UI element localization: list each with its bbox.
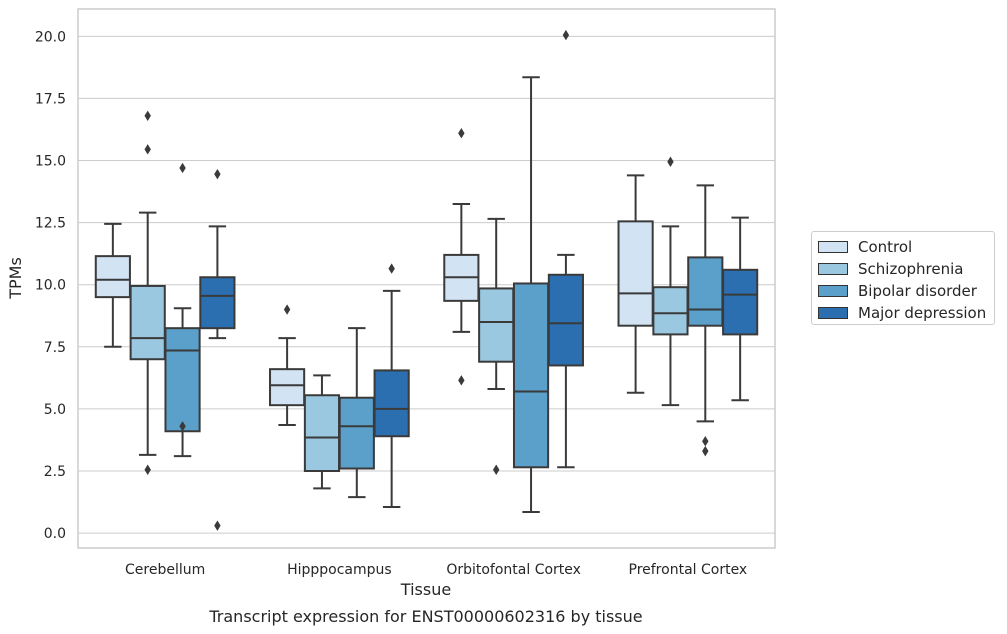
box-body-bipolar-disorder-orbitofontal-cortex <box>512 282 550 469</box>
y-tick-label-17-5: 17.5 <box>35 91 66 107</box>
y-tick-label-12-5: 12.5 <box>35 216 66 232</box>
y-tick-labels: 0.0 2.5 5.0 7.5 10.0 12.5 15.0 17.5 20.0 <box>35 29 66 542</box>
outlier-bipolar-disorder-prefrontal-cortex-1 <box>702 445 709 457</box>
outlier-major-depression-orbitofontal-cortex-0 <box>562 29 570 41</box>
y-axis-label: TPMs <box>6 257 25 300</box>
legend-label-bipolar-disorder: Bipolar disorder <box>858 282 977 300</box>
x-tick-label-cerebellum: Cerebellum <box>125 562 205 578</box>
box-body-control-hipppocampus <box>269 368 306 407</box>
boxes <box>94 29 759 531</box>
box-major-depression-orbitofontal-cortex <box>547 29 584 469</box>
legend-swatch-bipolar-disorder <box>818 285 848 297</box>
box-control-hipppocampus <box>269 304 306 427</box>
y-tick-label-20-0: 20.0 <box>35 29 66 45</box>
y-tick-label-0-0: 0.0 <box>44 526 66 542</box>
y-tick-label-7-5: 7.5 <box>44 340 66 356</box>
outlier-control-orbitofontal-cortex-1 <box>458 375 465 386</box>
x-tick-label-orbitofontal-cortex: Orbitofontal Cortex <box>446 562 581 578</box>
legend-swatch-schizophrenia <box>818 263 848 275</box>
outlier-schizophrenia-orbitofontal-cortex-0 <box>493 464 500 475</box>
outlier-schizophrenia-cerebellum-1 <box>144 144 151 155</box>
box-bipolar-disorder-hipppocampus <box>338 327 375 499</box>
box-body-schizophrenia-cerebellum <box>129 284 166 361</box>
box-body-major-depression-cerebellum <box>199 276 236 330</box>
x-tick-labels: Cerebellum Hipppocampus Orbitofontal Corte… <box>125 562 747 578</box>
box-body-schizophrenia-prefrontal-cortex <box>652 286 689 336</box>
y-tick-label-10-0: 10.0 <box>35 278 66 294</box>
box-major-depression-cerebellum <box>199 168 236 531</box>
box-body-bipolar-disorder-hipppocampus <box>338 396 375 470</box>
outlier-bipolar-disorder-cerebellum-1 <box>179 421 186 432</box>
legend: Control Schizophrenia Bipolar disorder M… <box>811 231 995 325</box>
legend-item-schizophrenia: Schizophrenia <box>818 258 988 280</box>
box-bipolar-disorder-cerebellum <box>164 162 201 458</box>
box-schizophrenia-orbitofontal-cortex <box>478 217 515 475</box>
y-tick-label-15-0: 15.0 <box>35 154 66 170</box>
legend-label-major-depression: Major depression <box>858 304 987 322</box>
legend-swatch-major-depression <box>818 307 848 319</box>
legend-item-bipolar-disorder: Bipolar disorder <box>818 280 988 302</box>
chart-caption: Transcript expression for ENST0000060231… <box>208 607 642 626</box>
box-body-major-depression-orbitofontal-cortex <box>547 273 584 367</box>
outlier-schizophrenia-prefrontal-cortex-0 <box>667 156 674 167</box>
box-body-major-depression-hipppocampus <box>373 369 410 438</box>
box-major-depression-hipppocampus <box>373 263 410 509</box>
x-tick-label-prefrontal-cortex: Prefrontal Cortex <box>629 562 748 578</box>
box-body-major-depression-prefrontal-cortex <box>722 268 759 336</box>
plot-frame <box>77 8 776 549</box>
box-major-depression-prefrontal-cortex <box>722 216 759 402</box>
y-tick-label-5-0: 5.0 <box>44 402 66 418</box>
legend-label-schizophrenia: Schizophrenia <box>858 260 964 278</box>
outlier-control-hipppocampus-0 <box>283 304 291 315</box>
box-body-control-prefrontal-cortex <box>617 220 654 327</box>
box-schizophrenia-prefrontal-cortex <box>652 156 689 407</box>
box-body-bipolar-disorder-cerebellum <box>164 327 201 433</box>
legend-item-control: Control <box>818 236 988 258</box>
legend-label-control: Control <box>858 238 913 256</box>
box-bipolar-disorder-orbitofontal-cortex <box>512 76 550 513</box>
box-control-cerebellum <box>94 222 131 348</box>
outlier-schizophrenia-cerebellum-0 <box>144 110 151 122</box>
outlier-control-orbitofontal-cortex-0 <box>458 127 465 139</box>
box-body-schizophrenia-hipppocampus <box>303 394 341 473</box>
box-bipolar-disorder-prefrontal-cortex <box>687 184 724 457</box>
box-body-control-cerebellum <box>94 255 131 299</box>
box-schizophrenia-hipppocampus <box>303 374 341 490</box>
box-control-orbitofontal-cortex <box>443 127 480 386</box>
box-schizophrenia-cerebellum <box>129 110 166 475</box>
box-control-prefrontal-cortex <box>617 174 654 394</box>
x-axis-label: Tissue <box>400 580 451 599</box>
box-body-schizophrenia-orbitofontal-cortex <box>478 287 515 363</box>
box-body-bipolar-disorder-prefrontal-cortex <box>687 256 724 327</box>
outlier-schizophrenia-cerebellum-2 <box>144 464 151 475</box>
legend-swatch-control <box>818 241 848 253</box>
y-tick-label-2-5: 2.5 <box>44 464 66 480</box>
outlier-major-depression-cerebellum-1 <box>214 520 221 531</box>
outlier-bipolar-disorder-cerebellum-0 <box>179 162 186 174</box>
outlier-major-depression-hipppocampus-0 <box>388 263 395 274</box>
x-tick-label-hipppocampus: Hipppocampus <box>287 562 392 578</box>
outlier-bipolar-disorder-prefrontal-cortex-0 <box>702 435 709 447</box>
outlier-major-depression-cerebellum-0 <box>214 168 221 180</box>
legend-item-major-depression: Major depression <box>818 302 988 324</box>
